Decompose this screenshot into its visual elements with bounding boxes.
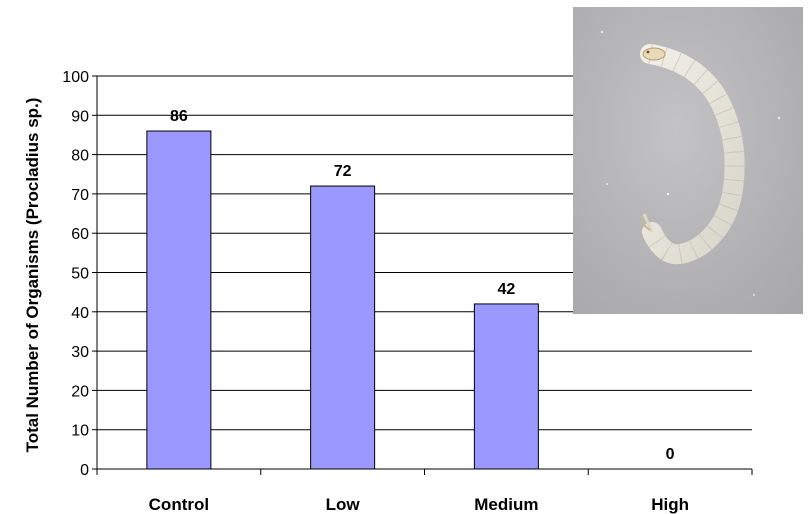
x-tick-label: Low — [326, 495, 361, 514]
y-tick-label: 70 — [71, 187, 89, 204]
bar — [473, 303, 539, 470]
x-ticks: Control Low Medium High — [96, 469, 753, 514]
y-tick-label: 60 — [71, 226, 89, 243]
x-tick-label: High — [651, 495, 689, 514]
data-label: 72 — [334, 163, 352, 180]
y-tick-label: 50 — [71, 266, 89, 283]
y-tick-label: 40 — [71, 305, 89, 322]
y-ticks: 0 10 20 30 40 50 60 70 80 90 100 — [62, 69, 97, 479]
bars — [146, 130, 539, 470]
data-label: 86 — [170, 108, 188, 125]
bar — [310, 185, 376, 470]
y-axis-title: Total Number of Organisms (Procladius sp… — [23, 98, 42, 453]
data-label: 0 — [666, 446, 675, 463]
y-tick-label: 90 — [71, 108, 89, 125]
data-label: 42 — [497, 281, 515, 298]
y-tick-label: 0 — [80, 462, 89, 479]
y-tick-label: 10 — [71, 423, 89, 440]
y-tick-label: 30 — [71, 344, 89, 361]
y-tick-label: 100 — [62, 69, 89, 86]
x-tick-label: Medium — [474, 495, 538, 514]
larva-photo — [573, 7, 803, 314]
data-labels: 86 72 42 0 — [170, 108, 675, 463]
bar — [146, 130, 212, 470]
y-tick-label: 20 — [71, 383, 89, 400]
x-tick-label: Control — [149, 495, 209, 514]
y-tick-label: 80 — [71, 148, 89, 165]
